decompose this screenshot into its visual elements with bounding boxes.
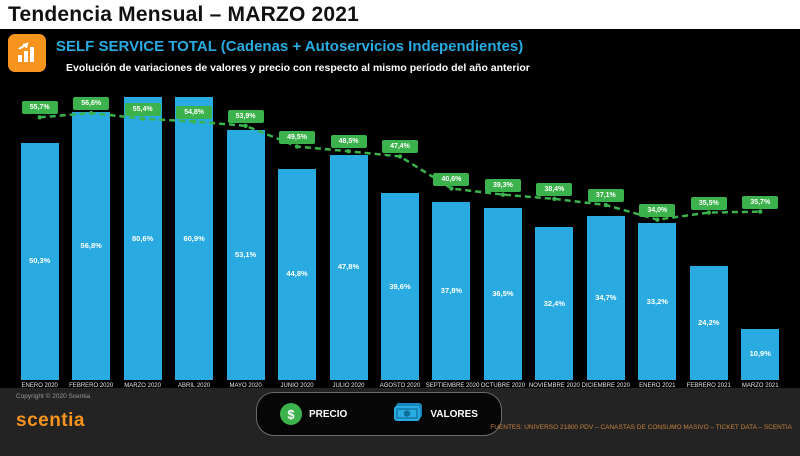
precio-value-box: 38,4% (536, 182, 573, 196)
precio-trend-line (37, 110, 763, 222)
precio-value-box: 40,6% (433, 172, 470, 186)
precio-value-box: 34,0% (639, 203, 676, 217)
bar-value-label: 56,8% (80, 241, 102, 251)
bar-enero-2021 (638, 223, 677, 380)
legend-label-precio: PRECIO (309, 408, 348, 420)
legend-item-precio: $ PRECIO (280, 403, 347, 425)
scentia-logo: scentia (16, 410, 85, 431)
x-axis-label: OCTUBRE 2020 (480, 383, 526, 389)
bar-value-label: 44,8% (286, 269, 308, 279)
copyright-text: Copyright © 2020 Scentia (16, 393, 91, 400)
page-title: Tendencia Mensual – MARZO 2021 (8, 3, 360, 26)
section-subtitle: Evolución de variaciones de valores y pr… (66, 62, 530, 74)
bar-marzo-2021 (741, 328, 780, 380)
precio-value-box: 37,1% (587, 189, 624, 202)
bar-value-label: 32,4% (543, 298, 566, 308)
bar-value-label: 33,2% (646, 296, 668, 306)
bar-febrero-2021 (689, 265, 728, 380)
bar-julio-2020 (329, 154, 368, 380)
bar-junio-2020 (278, 168, 317, 380)
x-axis-label: AGOSTO 2020 (379, 383, 421, 389)
precio-value-box: 39,3% (484, 178, 521, 192)
bar-value-label: 34,7% (595, 293, 617, 303)
bar-marzo-2020 (123, 97, 162, 380)
bar-noviembre-2020 (535, 227, 574, 380)
bar-mayo-2020 (226, 129, 265, 380)
bar-chart-icon (8, 34, 46, 72)
x-axis-label: ENERO 2020 (21, 383, 58, 389)
bar-value-label: 24,2% (698, 317, 720, 327)
x-axis-label: ENERO 2021 (639, 383, 676, 389)
sources-text: FUENTES: UNIVERSO 21800 PDV – CANASTAS D… (490, 424, 792, 431)
plot-area: 50,3% 56,8% 80,6% 60,9% 53,1% 44,8% 47,8% 39,6%… (14, 97, 786, 380)
precio-value-box: 35,5% (690, 196, 727, 210)
x-axis-label: FEBRERO 2021 (686, 383, 731, 389)
precio-value-box: 35,7% (742, 195, 779, 209)
bar-value-label: 53,1% (234, 249, 257, 259)
bar-value-label: 47,8% (337, 262, 360, 272)
precio-value-box: 47,4% (382, 140, 418, 154)
bar-agosto-2020 (381, 193, 419, 380)
bar-diciembre-2020 (586, 216, 625, 380)
bar-value-label: 37,8% (440, 285, 463, 295)
x-axis-label: MARZO 2020 (124, 383, 161, 389)
chart-legend: $ PRECIO VALORES (256, 392, 502, 436)
bar-value-label: 60,9% (183, 233, 205, 243)
trend-chart: 50,3% 56,8% 80,6% 60,9% 53,1% 44,8% 47,8% 39,6%… (14, 97, 786, 397)
x-axis-label: MARZO 2021 (741, 383, 779, 389)
x-axis-label: FEBRERO 2020 (69, 383, 114, 389)
precio-value-box: 54,8% (176, 105, 213, 119)
bar-febrero-2020 (72, 112, 111, 380)
banknote-icon (393, 402, 423, 427)
precio-value-box: 53,9% (227, 109, 264, 123)
precio-value-box: 56,6% (73, 97, 110, 111)
bar-value-label: 80,6% (132, 233, 154, 243)
x-axis-label: JUNIO 2020 (280, 383, 314, 389)
x-axis-label: DICIEMBRE 2020 (581, 383, 631, 389)
precio-value-box: 48,5% (330, 135, 367, 149)
x-axis-label: ABRIL 2020 (178, 383, 211, 389)
bar-value-label: 10,9% (749, 349, 771, 359)
bar-value-label: 36,5% (492, 288, 514, 298)
bar-octubre-2020 (483, 207, 522, 380)
bar-value-label: 39,6% (389, 281, 411, 291)
title-band: Tendencia Mensual – MARZO 2021 (0, 0, 800, 29)
legend-label-valores: VALORES (430, 408, 478, 420)
precio-value-box: 55,7% (21, 101, 58, 115)
x-axis-label: NOVIEMBRE 2020 (528, 383, 580, 389)
x-axis-label: MAYO 2020 (229, 383, 262, 389)
x-axis-label: JULIO 2020 (332, 383, 365, 389)
dollar-icon: $ (280, 403, 302, 425)
precio-value-box: 55,4% (124, 102, 161, 116)
legend-item-valores: VALORES (393, 402, 478, 427)
bar-enero-2020 (20, 142, 59, 380)
bar-value-label: 50,3% (29, 256, 51, 266)
bar-septiembre-2020 (432, 201, 471, 380)
bar-abril-2020 (175, 97, 214, 380)
section-title: SELF SERVICE TOTAL (Cadenas + Autoservic… (56, 38, 524, 55)
precio-value-box: 49,5% (279, 130, 316, 144)
x-axis-label: SEPTIEMBRE 2020 (425, 383, 480, 389)
x-axis: ENERO 2020 FEBRERO 2020 MARZO 2020 ABRIL 20… (14, 383, 786, 395)
